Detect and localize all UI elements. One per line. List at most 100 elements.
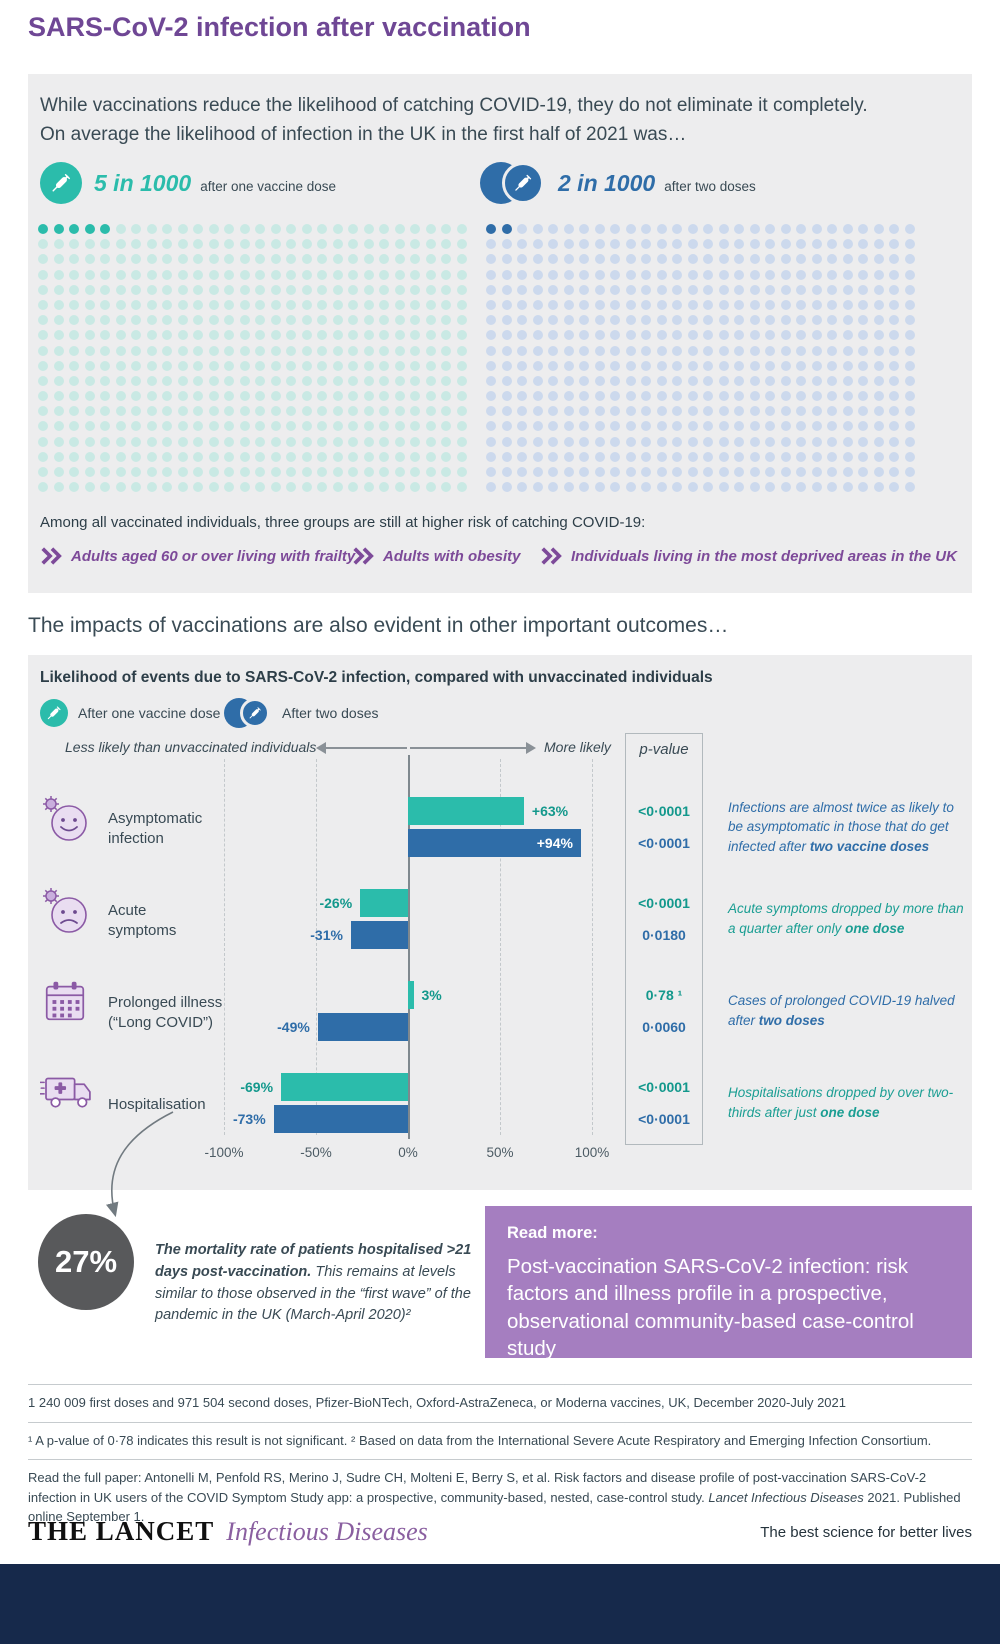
dot <box>517 375 527 386</box>
dot <box>563 467 574 477</box>
legend-two-doses: After two doses <box>224 698 379 728</box>
one-dose-stat-value: 5 in 1000 <box>94 169 192 196</box>
dot <box>718 451 729 462</box>
dot <box>146 345 157 356</box>
bar-two-dose <box>408 829 581 857</box>
dot <box>348 315 358 326</box>
dot <box>193 421 203 432</box>
read-more-banner[interactable]: Read more: Post-vaccination SARS-CoV-2 i… <box>485 1206 972 1360</box>
dot <box>610 436 620 447</box>
dot <box>270 239 281 250</box>
dot <box>53 451 64 462</box>
dot <box>780 406 791 417</box>
dot <box>641 284 651 295</box>
dot <box>177 315 188 326</box>
dot <box>69 482 79 493</box>
dot <box>317 406 327 417</box>
dot <box>224 269 234 280</box>
dot <box>486 269 496 280</box>
dot <box>718 269 729 280</box>
dot <box>456 467 467 477</box>
dot <box>38 360 48 371</box>
lancet-journal-name: Infectious Diseases <box>226 1517 428 1546</box>
dot <box>270 315 281 326</box>
dot <box>656 451 667 462</box>
dot <box>363 391 374 402</box>
footer-navy-bar <box>0 1564 1000 1644</box>
dot <box>548 375 558 386</box>
dot <box>548 406 558 417</box>
dot <box>641 330 651 341</box>
dot <box>38 330 48 341</box>
dot <box>410 269 420 280</box>
citation-journal: Lancet Infectious Diseases <box>708 1489 864 1505</box>
dot <box>672 239 682 250</box>
dot <box>69 451 79 462</box>
dot <box>301 391 312 402</box>
dot <box>656 482 667 493</box>
dot <box>749 345 760 356</box>
dot <box>517 224 527 234</box>
dot <box>177 239 188 250</box>
dot <box>594 451 605 462</box>
bar-two-dose <box>317 1013 408 1041</box>
two-dose-stat-caption: after two doses <box>664 178 756 194</box>
dot <box>842 436 853 447</box>
dot <box>641 345 651 356</box>
dot <box>703 224 713 234</box>
bar-value-label: -49% <box>277 1019 310 1035</box>
dot <box>718 436 729 447</box>
dot <box>131 284 141 295</box>
dot <box>594 330 605 341</box>
dot <box>146 360 157 371</box>
dot <box>610 254 620 265</box>
gridline <box>500 759 501 1135</box>
dot <box>718 406 729 417</box>
bar-value-label: 3% <box>421 987 442 1003</box>
dot <box>53 406 64 417</box>
dot <box>486 421 496 432</box>
dot <box>286 406 296 417</box>
dot <box>115 451 126 462</box>
axis-less-likely-label: Less likely than unvaccinated individual… <box>65 739 317 755</box>
x-tick-label: 50% <box>486 1145 514 1160</box>
dot <box>146 224 157 234</box>
dot <box>486 406 496 417</box>
dot <box>703 451 713 462</box>
dot <box>873 315 884 326</box>
dot <box>255 239 265 250</box>
dot <box>363 375 374 386</box>
dot <box>548 436 558 447</box>
footnote-doses: 1 240 009 first doses and 971 504 second… <box>28 1384 972 1422</box>
dot <box>703 269 713 280</box>
dot <box>286 254 296 265</box>
dot <box>146 406 157 417</box>
dot <box>255 360 265 371</box>
dot <box>379 451 389 462</box>
dot <box>827 284 837 295</box>
dot <box>162 345 172 356</box>
dot <box>656 421 667 432</box>
dot <box>796 467 806 477</box>
dot <box>641 224 651 234</box>
dot <box>780 436 791 447</box>
dot <box>718 360 729 371</box>
footnotes: 1 240 009 first doses and 971 504 second… <box>28 1384 972 1536</box>
dot <box>827 269 837 280</box>
dot <box>811 436 822 447</box>
dot <box>672 315 682 326</box>
dot <box>749 375 760 386</box>
dot <box>363 254 374 265</box>
risk-groups-intro: Among all vaccinated individuals, three … <box>40 514 646 531</box>
dot <box>517 315 527 326</box>
dot <box>255 421 265 432</box>
bar-one-dose <box>281 1073 408 1101</box>
dot <box>873 482 884 493</box>
left-arrow-icon <box>316 742 326 754</box>
dot <box>765 330 775 341</box>
dot <box>239 315 250 326</box>
dot <box>486 436 496 447</box>
dot <box>625 451 636 462</box>
dot <box>703 284 713 295</box>
dot <box>208 482 219 493</box>
